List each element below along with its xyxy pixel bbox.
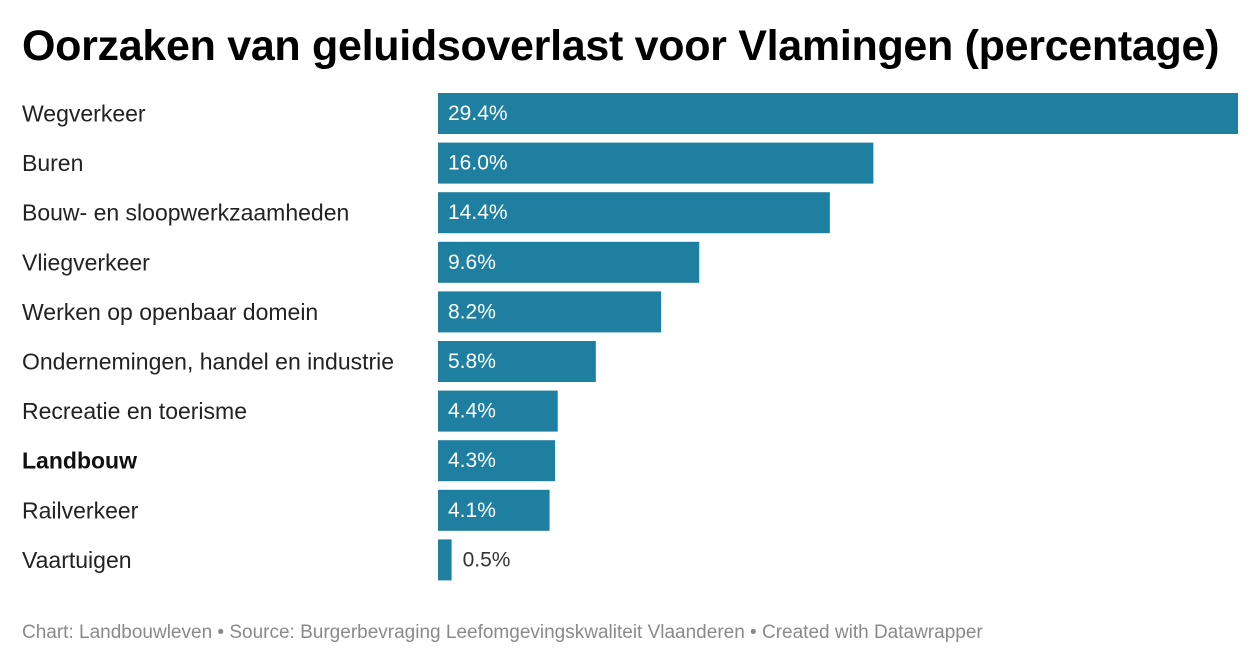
category-label: Wegverkeer	[22, 101, 146, 127]
footer-separator-2: •	[744, 622, 762, 643]
bar	[438, 241, 700, 283]
category-label: Landbouw	[22, 448, 137, 474]
chart-source: Source: Burgerbevraging Leefomgevingskwa…	[229, 622, 745, 643]
value-label: 4.3%	[448, 449, 496, 472]
bar	[438, 489, 550, 531]
chart-title: Oorzaken van geluidsoverlast voor Vlamin…	[22, 22, 1220, 70]
bar	[438, 539, 452, 581]
value-label: 8.2%	[448, 300, 496, 323]
value-label: 9.6%	[448, 251, 496, 274]
chart-credit: Chart: Landbouwleven	[22, 622, 213, 643]
category-label: Bouw- en sloopwerkzaamheden	[22, 200, 349, 226]
value-label: 5.8%	[448, 350, 496, 373]
category-label: Vliegverkeer	[22, 249, 150, 275]
bar	[438, 390, 558, 432]
chart-created-with: Created with Datawrapper	[762, 622, 983, 643]
bar	[438, 291, 662, 333]
bar-chart: Wegverkeer 29.4% Buren 16.0% Bouw- en sloopw…	[22, 93, 1238, 581]
value-label: 4.4%	[448, 400, 496, 423]
bar	[438, 93, 1238, 134]
bar	[438, 142, 874, 184]
value-label: 29.4%	[448, 102, 508, 125]
value-label: 0.5%	[463, 548, 511, 571]
chart-footer: Chart: Landbouwleven • Source: Burgerbev…	[22, 622, 983, 644]
bar	[438, 341, 596, 382]
value-label: 14.4%	[448, 201, 508, 224]
bar	[438, 440, 556, 482]
value-label: 4.1%	[448, 499, 496, 522]
category-label: Ondernemingen, handel en industrie	[22, 349, 394, 375]
category-label: Vaartuigen	[22, 547, 132, 573]
category-label: Railverkeer	[22, 497, 139, 523]
value-label: 16.0%	[448, 152, 508, 175]
category-label: Recreatie en toerisme	[22, 398, 247, 424]
category-label: Werken op openbaar domein	[22, 299, 318, 325]
footer-separator-1: •	[212, 622, 230, 643]
bar	[438, 192, 830, 234]
category-label: Buren	[22, 150, 83, 176]
